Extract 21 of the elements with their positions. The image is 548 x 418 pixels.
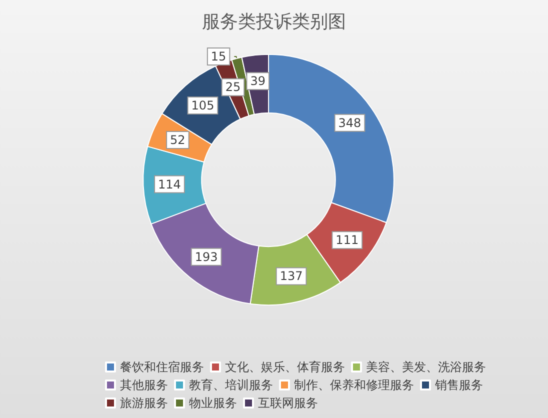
data-label: 105 xyxy=(191,98,214,113)
legend-label: 美容、美发、洗浴服务 xyxy=(366,360,486,374)
data-label: 39 xyxy=(250,74,266,88)
legend-label: 文化、娱乐、体育服务 xyxy=(225,360,345,374)
data-label: 137 xyxy=(280,269,303,284)
data-label: 348 xyxy=(338,116,362,130)
data-label: 15 xyxy=(210,50,226,64)
data-label: 114 xyxy=(158,177,181,192)
data-label: 193 xyxy=(194,250,218,264)
chart-title: 服务类投诉类别图 xyxy=(202,12,346,32)
data-label: 25 xyxy=(225,80,241,94)
legend-label: 互联网服务 xyxy=(258,396,318,410)
legend-label: 销售服务 xyxy=(434,378,483,392)
legend-label: 餐饮和住宿服务 xyxy=(120,360,204,374)
legend-label: 教育、培训服务 xyxy=(189,378,273,392)
legend-label: 物业服务 xyxy=(189,396,237,410)
data-label: 52 xyxy=(170,133,186,148)
legend-label: 其他服务 xyxy=(120,378,168,392)
legend-label: 旅游服务 xyxy=(120,396,168,410)
legend-label: 制作、保养和修理服务 xyxy=(294,378,414,392)
data-label: 111 xyxy=(336,233,359,248)
